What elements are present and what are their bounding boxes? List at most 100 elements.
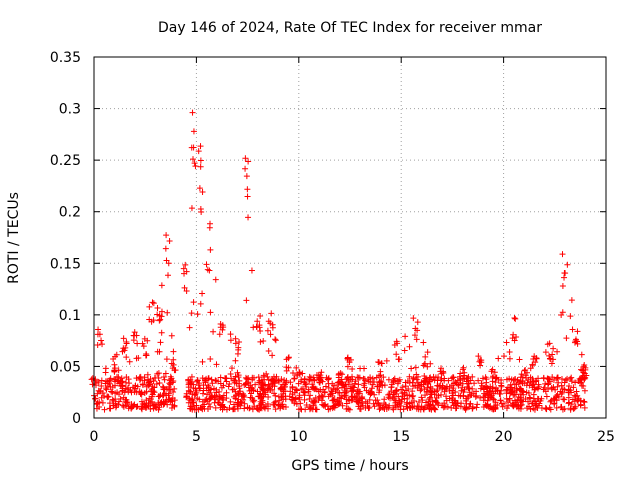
plot-frame xyxy=(93,56,607,419)
data-point xyxy=(536,400,543,407)
data-point xyxy=(192,391,199,398)
data-point xyxy=(122,379,129,386)
data-point xyxy=(137,373,144,380)
data-point xyxy=(405,386,412,393)
data-point xyxy=(199,390,206,397)
data-point xyxy=(573,388,580,395)
data-point xyxy=(484,390,491,397)
data-point xyxy=(89,375,96,382)
data-point xyxy=(529,375,536,382)
data-point xyxy=(293,364,300,371)
data-point xyxy=(366,404,373,411)
data-point xyxy=(431,391,438,398)
data-point xyxy=(109,389,116,396)
data-point xyxy=(467,400,474,407)
data-point xyxy=(111,367,118,374)
data-point xyxy=(513,399,520,406)
data-point xyxy=(346,359,353,366)
data-point xyxy=(285,364,292,371)
data-point xyxy=(96,398,103,405)
data-point xyxy=(213,361,220,368)
data-point xyxy=(228,375,235,382)
data-point xyxy=(320,393,327,400)
data-point xyxy=(181,284,188,291)
data-point xyxy=(546,352,553,359)
data-point xyxy=(183,287,190,294)
data-point xyxy=(361,384,368,391)
data-point xyxy=(138,406,145,413)
data-point xyxy=(374,397,381,404)
data-point xyxy=(546,340,553,347)
data-point xyxy=(479,375,486,382)
data-point xyxy=(309,381,316,388)
data-point xyxy=(168,405,175,412)
data-point xyxy=(424,349,431,356)
data-point xyxy=(513,387,520,394)
data-point xyxy=(136,374,143,381)
data-point xyxy=(379,404,386,411)
data-point xyxy=(197,143,204,150)
data-point xyxy=(119,385,126,392)
data-point xyxy=(183,393,190,400)
data-point xyxy=(193,402,200,409)
data-point xyxy=(141,389,148,396)
data-point xyxy=(111,361,118,368)
data-point xyxy=(581,375,588,382)
data-point xyxy=(306,406,313,413)
data-point xyxy=(376,389,383,396)
data-point xyxy=(426,375,433,382)
data-point xyxy=(257,338,264,345)
data-point xyxy=(223,389,230,396)
data-point xyxy=(283,367,290,374)
data-point xyxy=(514,377,521,384)
data-point xyxy=(149,299,156,306)
data-point xyxy=(136,388,143,395)
data-point xyxy=(428,388,435,395)
data-point xyxy=(115,401,122,408)
data-point xyxy=(256,393,263,400)
data-point xyxy=(420,339,427,346)
data-point xyxy=(160,374,167,381)
y-tick-label: 0.15 xyxy=(50,256,81,272)
data-point xyxy=(335,401,342,408)
data-point xyxy=(294,387,301,394)
data-point xyxy=(328,388,335,395)
data-point xyxy=(349,393,356,400)
data-point xyxy=(525,398,532,405)
data-point xyxy=(188,205,195,212)
data-point xyxy=(495,355,502,362)
data-point xyxy=(385,376,392,383)
data-point xyxy=(257,384,264,391)
data-point xyxy=(378,360,385,367)
data-point xyxy=(189,406,196,413)
data-point xyxy=(415,399,422,406)
data-point xyxy=(503,339,510,346)
data-point xyxy=(149,383,156,390)
data-point xyxy=(532,398,539,405)
data-point xyxy=(424,363,431,370)
data-point xyxy=(112,353,119,360)
data-point xyxy=(264,403,271,410)
y-tick-label: 0.05 xyxy=(50,359,81,375)
data-point xyxy=(101,406,108,413)
data-point xyxy=(567,313,574,320)
data-point xyxy=(169,398,176,405)
data-point xyxy=(236,377,243,384)
data-point xyxy=(568,297,575,304)
data-point xyxy=(310,385,317,392)
data-point xyxy=(317,372,324,379)
data-point xyxy=(398,386,405,393)
data-point xyxy=(542,349,549,356)
data-point xyxy=(511,376,518,383)
data-point xyxy=(355,381,362,388)
data-point xyxy=(391,342,398,349)
data-point xyxy=(412,364,419,371)
data-point xyxy=(250,324,257,331)
data-point xyxy=(489,385,496,392)
data-point xyxy=(487,388,494,395)
data-point xyxy=(553,375,560,382)
data-point xyxy=(374,383,381,390)
data-point xyxy=(375,400,382,407)
data-point xyxy=(205,375,212,382)
